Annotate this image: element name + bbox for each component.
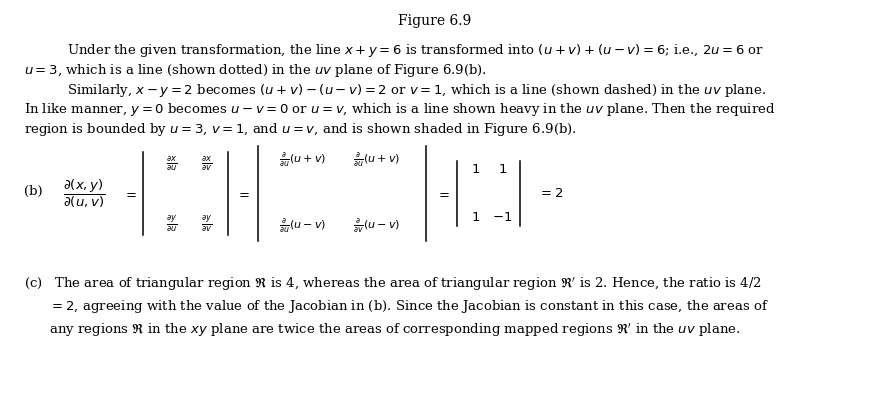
Text: (b): (b) [24, 185, 43, 198]
Text: $=$: $=$ [436, 187, 450, 200]
Text: $\frac{\partial x}{\partial v}$: $\frac{\partial x}{\partial v}$ [201, 155, 212, 173]
Text: $1$: $1$ [498, 163, 507, 176]
Text: $\frac{\partial y}{\partial v}$: $\frac{\partial y}{\partial v}$ [201, 213, 212, 234]
Text: $1$: $1$ [471, 163, 480, 176]
Text: (c)   The area of triangular region $\mathfrak{R}$ is 4, whereas the area of tri: (c) The area of triangular region $\math… [24, 276, 762, 293]
Text: Similarly, $x - y = 2$ becomes $(u + v) - (u - v) = 2$ or $v = 1$, which is a li: Similarly, $x - y = 2$ becomes $(u + v) … [67, 81, 766, 99]
Text: region is bounded by $u = 3$, $v = 1$, and $u = v$, and is shown shaded in Figur: region is bounded by $u = 3$, $v = 1$, a… [24, 121, 577, 138]
Text: $\frac{\partial}{\partial u}(u+v)$: $\frac{\partial}{\partial u}(u+v)$ [353, 152, 401, 169]
Text: $\frac{\partial}{\partial u}(u-v)$: $\frac{\partial}{\partial u}(u-v)$ [279, 218, 326, 235]
Text: $-1$: $-1$ [493, 211, 513, 224]
Text: Under the given transformation, the line $x + y = 6$ is transformed into $(u + v: Under the given transformation, the line… [67, 42, 764, 59]
Text: $\dfrac{\partial(x,y)}{\partial(u,v)}$: $\dfrac{\partial(x,y)}{\partial(u,v)}$ [63, 178, 105, 210]
Text: $=$: $=$ [235, 187, 250, 200]
Text: Figure 6.9: Figure 6.9 [398, 14, 471, 29]
Text: $=$: $=$ [123, 187, 137, 200]
Text: $\frac{\partial x}{\partial u}$: $\frac{\partial x}{\partial u}$ [167, 155, 178, 173]
Text: $\frac{\partial y}{\partial u}$: $\frac{\partial y}{\partial u}$ [167, 213, 178, 234]
Text: $= 2$: $= 2$ [539, 187, 564, 200]
Text: $\frac{\partial}{\partial u}(u+v)$: $\frac{\partial}{\partial u}(u+v)$ [279, 152, 326, 169]
Text: $1$: $1$ [471, 211, 480, 224]
Text: $= 2$, agreeing with the value of the Jacobian in (b). Since the Jacobian is con: $= 2$, agreeing with the value of the Ja… [24, 299, 769, 315]
Text: In like manner, $y = 0$ becomes $u - v = 0$ or $u = v$, which is a line shown he: In like manner, $y = 0$ becomes $u - v =… [24, 101, 775, 118]
Text: any regions $\mathfrak{R}$ in the $xy$ plane are twice the areas of correspondin: any regions $\mathfrak{R}$ in the $xy$ p… [24, 321, 740, 339]
Text: $u = 3$, which is a line (shown dotted) in the $uv$ plane of Figure 6.9(b).: $u = 3$, which is a line (shown dotted) … [24, 62, 487, 79]
Text: $\frac{\partial}{\partial v}(u-v)$: $\frac{\partial}{\partial v}(u-v)$ [353, 218, 400, 235]
